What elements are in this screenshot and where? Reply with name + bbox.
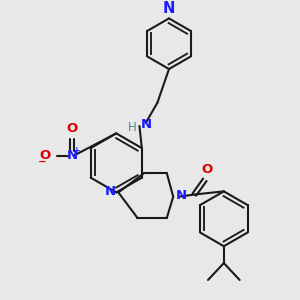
Text: −: − [38,157,47,167]
Text: N: N [66,149,77,162]
Text: O: O [66,122,78,136]
Text: N: N [105,185,116,198]
Text: N: N [175,189,186,202]
Text: N: N [163,1,175,16]
Text: O: O [201,163,213,176]
Text: O: O [40,149,51,162]
Text: N: N [140,118,152,131]
Text: H: H [128,121,136,134]
Text: +: + [74,146,81,155]
